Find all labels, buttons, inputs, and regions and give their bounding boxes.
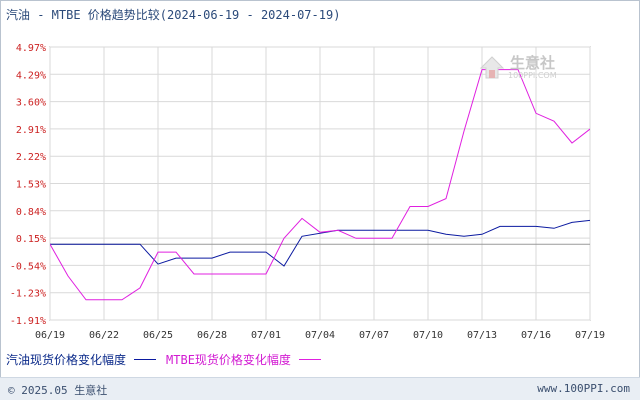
y-tick-label: -0.54% [10, 261, 46, 272]
legend-item-gasoline: 汽油现货价格变化幅度 [6, 351, 157, 368]
x-tick-label: 06/25 [143, 330, 173, 341]
x-tick-label: 06/19 [35, 330, 65, 341]
y-tick-label: 3.60% [16, 98, 46, 109]
footer-site-link[interactable]: www.100PPI.com [537, 382, 630, 395]
series-layer [50, 69, 590, 301]
x-tick-label: 07/16 [521, 330, 551, 341]
house-logo-icon [479, 56, 505, 79]
y-tick-label: 2.22% [16, 152, 46, 163]
footer-bar: © 2025.05 生意社 www.100PPI.com [0, 377, 640, 400]
legend-label-mtbe: MTBE现货价格变化幅度 [166, 352, 291, 367]
x-tick-label: 07/10 [413, 330, 443, 341]
legend-swatch-gasoline [134, 358, 157, 360]
watermark-url: 100PPI.COM [508, 71, 557, 80]
y-tick-label: 0.84% [16, 207, 46, 218]
x-tick-label: 07/13 [467, 330, 497, 341]
x-tick-label: 06/22 [89, 330, 119, 341]
legend-item-mtbe: MTBE现货价格变化幅度 [166, 351, 321, 368]
chart-title: 汽油 - MTBE 价格趋势比较(2024-06-19 - 2024-07-19… [6, 8, 341, 22]
watermark-brand: 生意社 [510, 54, 556, 72]
legend-label-gasoline: 汽油现货价格变化幅度 [6, 352, 127, 367]
y-tick-label: 4.97% [16, 43, 46, 54]
series-line-mtbe [50, 69, 590, 301]
footer-copyright: © 2025.05 生意社 [8, 384, 108, 397]
watermark-logo: 生意社 100PPI.COM [478, 54, 578, 84]
x-tick-label: 07/01 [251, 330, 281, 341]
legend-swatch-mtbe [298, 358, 321, 360]
y-tick-label: 1.53% [16, 180, 46, 191]
y-tick-label: 2.91% [16, 125, 46, 136]
x-tick-label: 07/07 [359, 330, 389, 341]
x-tick-label: 07/04 [305, 330, 335, 341]
series-line-gasoline [50, 219, 590, 267]
x-tick-label: 06/28 [197, 330, 227, 341]
y-tick-label: -1.91% [10, 316, 46, 327]
grid-layer [49, 46, 591, 321]
axis-layer: 4.97% 4.29% 3.60% 2.91% 2.22% 1.53% 0.84% 0.15%… [10, 43, 605, 341]
y-tick-label: -1.23% [10, 289, 46, 300]
x-tick-label: 07/19 [575, 330, 605, 341]
y-tick-label: 4.29% [16, 70, 46, 81]
chart-legend: 汽油现货价格变化幅度 MTBE现货价格变化幅度 [6, 350, 331, 368]
y-tick-label: 0.15% [16, 234, 46, 245]
